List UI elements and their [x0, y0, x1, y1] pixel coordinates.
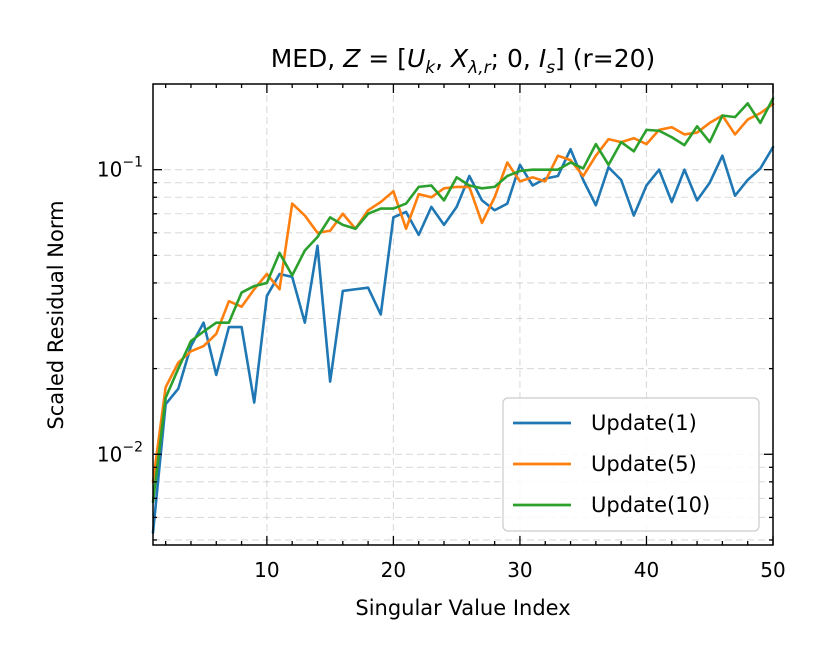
series-line-update-10	[151, 97, 775, 504]
series-lines	[151, 97, 775, 535]
x-axis-label: Singular Value Index	[355, 596, 570, 620]
x-tick-label: 50	[760, 558, 785, 582]
plot-frame	[152, 83, 774, 546]
x-tick-label: 10	[254, 558, 279, 582]
legend-label: Update(5)	[591, 452, 697, 476]
y-axis-label: Scaled Residual Norm	[44, 200, 68, 429]
legend: Update(1) Update(5) Update(10)	[502, 397, 760, 532]
legend-label: Update(1)	[591, 411, 697, 435]
y-tick-label: 10−1	[97, 155, 143, 182]
axis-ticks	[153, 84, 774, 545]
legend-box	[502, 397, 760, 532]
x-tick-label: 20	[381, 558, 406, 582]
x-tick-label: 30	[507, 558, 532, 582]
legend-label: Update(10)	[591, 493, 710, 517]
chart-title: MED, Z = [Uk, Xλ,r; 0, Is] (r=20)	[271, 44, 656, 78]
y-tick-label: 10−2	[97, 439, 143, 466]
series-line-update-1	[151, 145, 775, 535]
x-tick-label: 40	[634, 558, 659, 582]
